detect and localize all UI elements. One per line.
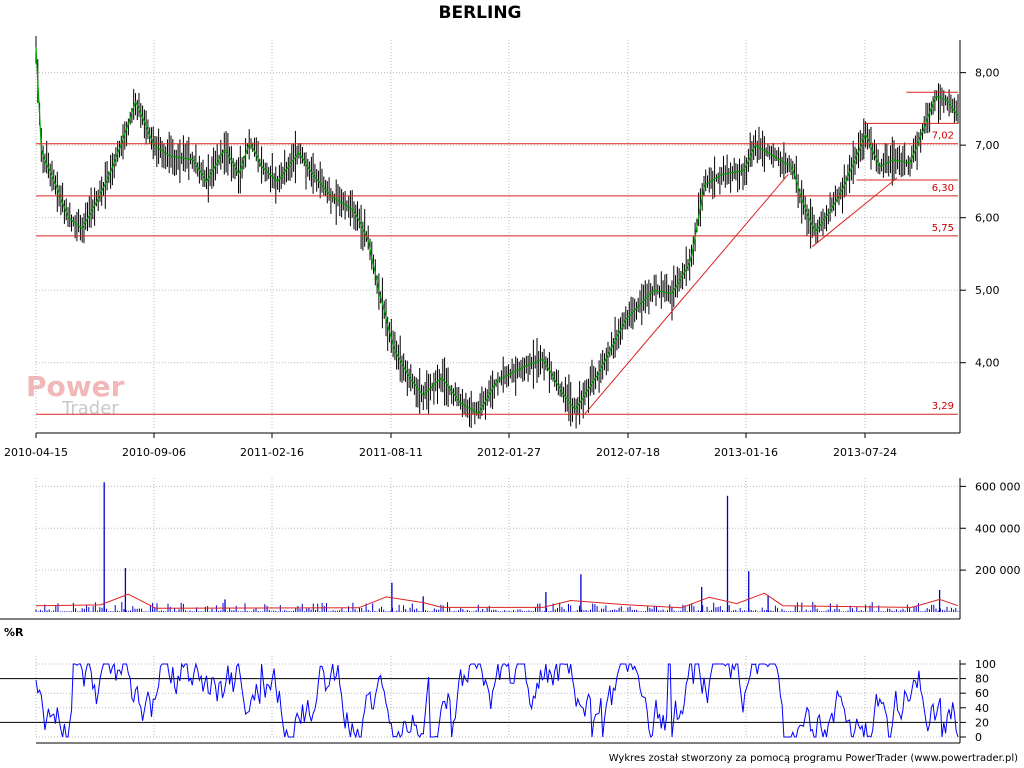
wr-line [35,662,959,739]
footer-credit: Wykres został stworzony za pomocą progra… [609,753,1018,764]
williams-r-panel [0,662,959,739]
wr-y-tick-label-5: 100 [975,658,996,671]
wr-y-tick-label-4: 80 [975,673,989,686]
x-tick-label-0: 2010-04-15 [4,446,68,459]
wr-y-tick-label-0: 0 [975,731,982,744]
volume-panel [35,482,959,612]
volume-average-line [35,592,959,609]
powertrader-logo: Power Trader [26,370,125,419]
volume-y-tick-label-0: 200 000 [975,564,1021,577]
logo-power-text: Power [26,370,125,403]
price-y-tick-label-4: 8,00 [975,67,1000,80]
price-y-tick-label-3: 7,00 [975,139,1000,152]
price-y-tick-label-2: 6,00 [975,212,1000,225]
price-average-line [35,47,959,415]
level-label-3: 3,29 [932,401,954,412]
axes: 2010-04-15 2010-09-06 2011-02-16 2011-08-11… [0,40,1021,744]
price-panel: 7,02 6,30 5,75 3,29 [35,36,959,429]
x-tick-label-4: 2012-01-27 [477,446,541,459]
level-label-0: 7,02 [932,131,954,142]
wr-y-tick-label-1: 20 [975,716,989,729]
x-tick-label-3: 2011-08-11 [359,446,423,459]
x-tick-label-6: 2013-01-16 [714,446,778,459]
price-y-tick-label-0: 4,00 [975,357,1000,370]
x-tick-label-2: 2011-02-16 [240,446,304,459]
level-label-1: 6,30 [932,183,954,194]
volume-y-tick-label-2: 600 000 [975,480,1021,493]
trendline-0 [584,173,789,415]
wr-panel-label: %R [4,626,24,639]
chart-title: BERLING [439,3,522,23]
trendline-1 [812,177,898,248]
grid-lines [35,40,958,738]
volume-y-tick-label-1: 400 000 [975,522,1021,535]
logo-trader-text: Trader [61,398,119,419]
x-tick-label-5: 2012-07-18 [596,446,660,459]
wr-y-tick-label-3: 60 [975,687,989,700]
x-tick-label-7: 2013-07-24 [833,446,897,459]
wr-y-tick-label-2: 40 [975,702,989,715]
x-tick-label-1: 2010-09-06 [122,446,186,459]
level-label-2: 5,75 [932,223,954,234]
price-y-tick-label-1: 5,00 [975,284,1000,297]
